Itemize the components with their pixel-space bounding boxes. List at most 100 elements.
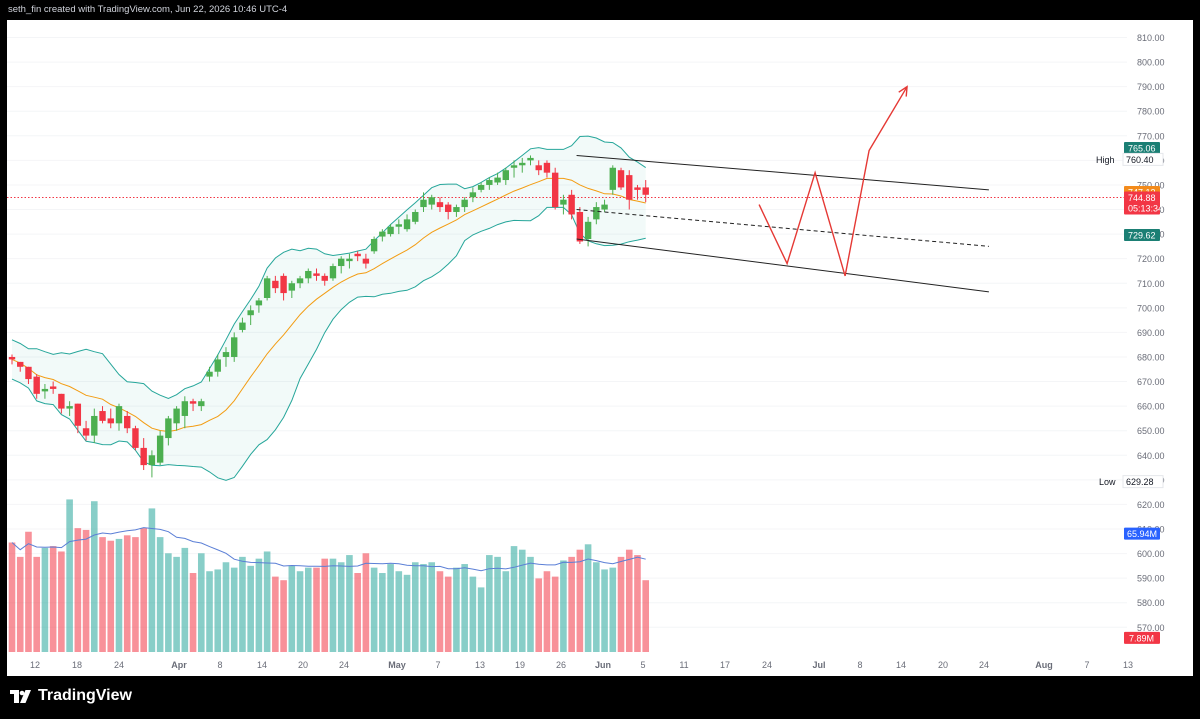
- candle: [527, 155, 534, 166]
- candle: [601, 199, 608, 212]
- bollinger-upper-band: [11, 135, 646, 400]
- time-tick-label: 13: [1123, 660, 1133, 670]
- candle-body: [173, 408, 180, 424]
- time-tick-label: 18: [72, 660, 82, 670]
- time-tick-label: 24: [114, 660, 124, 670]
- candle: [346, 253, 353, 269]
- candle: [502, 167, 509, 185]
- candle: [354, 251, 361, 262]
- candle: [82, 420, 90, 441]
- price-axis: 810.00800.00790.00780.00770.00760.00750.…: [1137, 33, 1165, 633]
- candle-body: [41, 388, 49, 392]
- high-label: High 760.40: [1096, 152, 1164, 166]
- volume-bar: [551, 576, 559, 652]
- candle-body: [395, 224, 403, 227]
- candle-body: [469, 192, 477, 198]
- candles: [8, 155, 649, 478]
- time-tick-label: 8: [857, 660, 862, 670]
- candle-body: [99, 411, 106, 421]
- volume-bar: [49, 546, 57, 652]
- candle-body: [609, 167, 616, 190]
- candle: [387, 224, 394, 237]
- volume-bar: [461, 564, 468, 652]
- candle: [107, 408, 114, 429]
- candle-body: [535, 165, 542, 171]
- price-chart[interactable]: 810.00800.00790.00780.00770.00760.00750.…: [7, 20, 1193, 676]
- tradingview-logo[interactable]: TradingView: [10, 687, 132, 705]
- volume-bar: [58, 551, 65, 652]
- volume-last-tag-text: 7.89M: [1129, 633, 1154, 643]
- volume-bar: [181, 547, 189, 652]
- candle-body: [502, 170, 509, 181]
- candle-body: [305, 270, 312, 279]
- candle-body: [239, 322, 246, 330]
- candle: [115, 403, 123, 431]
- projection-zigzag: [758, 86, 908, 277]
- candle-body: [231, 337, 238, 357]
- projection-arrow-head: [898, 85, 908, 97]
- volume-bar: [634, 555, 641, 652]
- candle-body: [444, 204, 452, 212]
- candle: [412, 209, 419, 225]
- volume-bar: [321, 558, 329, 652]
- price-tick-label: 720.00: [1137, 254, 1165, 264]
- candle: [165, 415, 172, 446]
- volume-bar: [214, 569, 222, 652]
- candle-body: [420, 199, 427, 208]
- candle-body: [519, 162, 526, 166]
- volume-bar: [173, 556, 180, 652]
- candle: [642, 180, 649, 203]
- candle: [156, 430, 164, 466]
- candle: [395, 219, 403, 235]
- candle: [148, 450, 156, 478]
- candle: [568, 189, 575, 220]
- volume-bar: [288, 565, 296, 652]
- candle: [584, 216, 592, 247]
- candle-body: [461, 199, 468, 208]
- chart-attribution: seth_fin created with TradingView.com, J…: [8, 4, 288, 15]
- volume-bar: [197, 553, 205, 652]
- candle-body: [115, 406, 123, 424]
- candle: [494, 172, 501, 185]
- price-tick-label: 700.00: [1137, 303, 1165, 313]
- candle: [296, 275, 304, 289]
- volume-bar: [66, 499, 73, 652]
- volume-bar: [206, 571, 213, 652]
- candle: [263, 275, 271, 301]
- candle: [576, 207, 584, 244]
- candle: [74, 403, 82, 434]
- volume-bars: [8, 499, 650, 652]
- chart-panel[interactable]: 810.00800.00790.00780.00770.00760.00750.…: [7, 20, 1193, 676]
- candle-body: [214, 359, 221, 372]
- lower-band-price-tag-bg: [1124, 229, 1160, 242]
- price-tick-label: 570.00: [1137, 623, 1165, 633]
- volume-last-tag: 7.89M: [1124, 631, 1160, 644]
- candle: [453, 204, 460, 217]
- candle: [280, 273, 287, 301]
- last-price-tag-countdown: 05:13:34: [1128, 204, 1163, 214]
- candle: [486, 177, 493, 190]
- upper-band-price-tag-text: 765.06: [1128, 143, 1156, 153]
- candle-body: [74, 403, 82, 426]
- volume-bar: [132, 537, 139, 652]
- price-tick-label: 650.00: [1137, 426, 1165, 436]
- low-label-text: Low: [1099, 477, 1116, 487]
- candle-body: [412, 211, 419, 222]
- candle: [99, 406, 106, 424]
- candle-body: [387, 226, 394, 235]
- time-tick-label: 24: [762, 660, 772, 670]
- candle-body: [362, 258, 370, 264]
- candle-body: [107, 418, 114, 424]
- channel-mid-line: [576, 209, 989, 247]
- candle: [469, 187, 477, 203]
- candle-body: [477, 184, 485, 190]
- candle-body: [617, 170, 625, 188]
- candle: [140, 438, 147, 471]
- time-tick-label: 11: [679, 660, 688, 670]
- candle-body: [222, 352, 230, 357]
- upper-band-price-tag-bg: [1124, 141, 1160, 154]
- volume-bar: [502, 571, 510, 652]
- candle-body: [247, 310, 254, 316]
- candle-body: [288, 283, 296, 291]
- volume-bar: [337, 562, 345, 652]
